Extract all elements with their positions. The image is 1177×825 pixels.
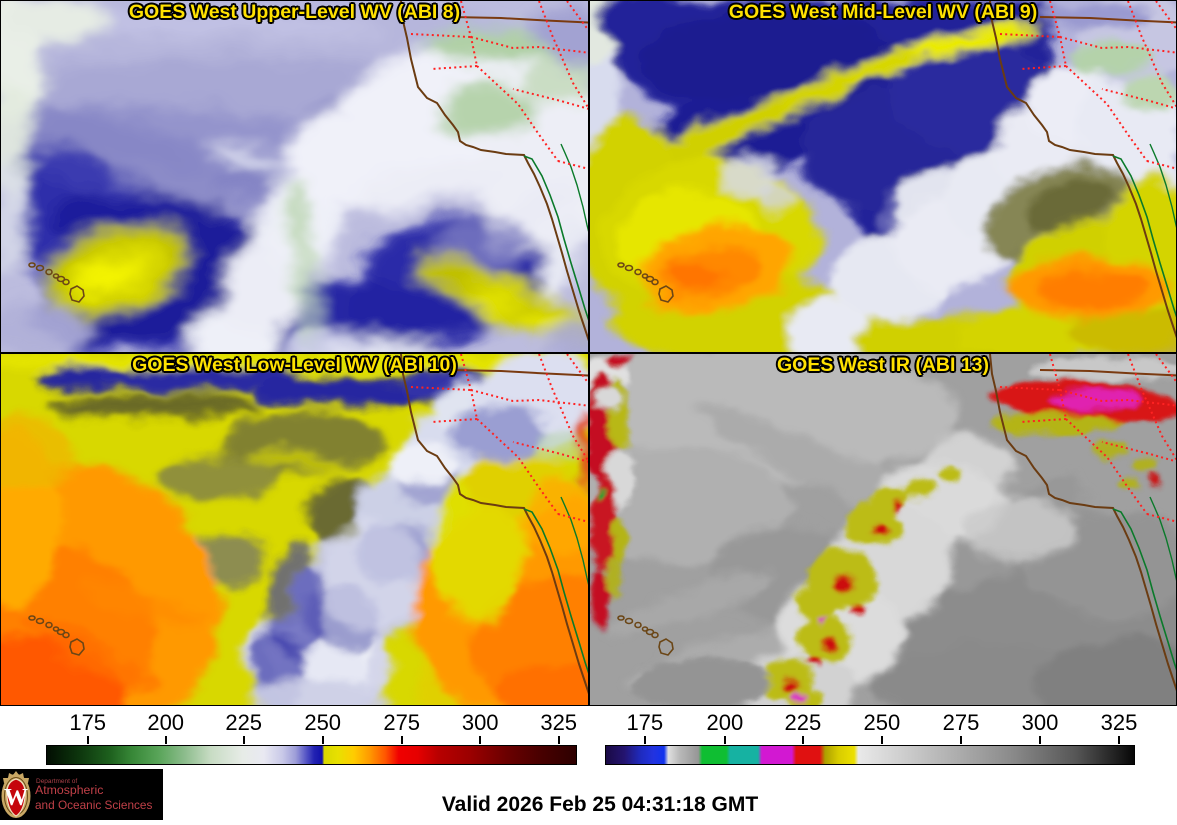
svg-text:Atmospheric: Atmospheric [35, 783, 103, 797]
svg-text:and Oceanic Sciences: and Oceanic Sciences [35, 798, 152, 812]
svg-text:W: W [4, 785, 28, 811]
svg-text:Department of: Department of [36, 778, 77, 785]
